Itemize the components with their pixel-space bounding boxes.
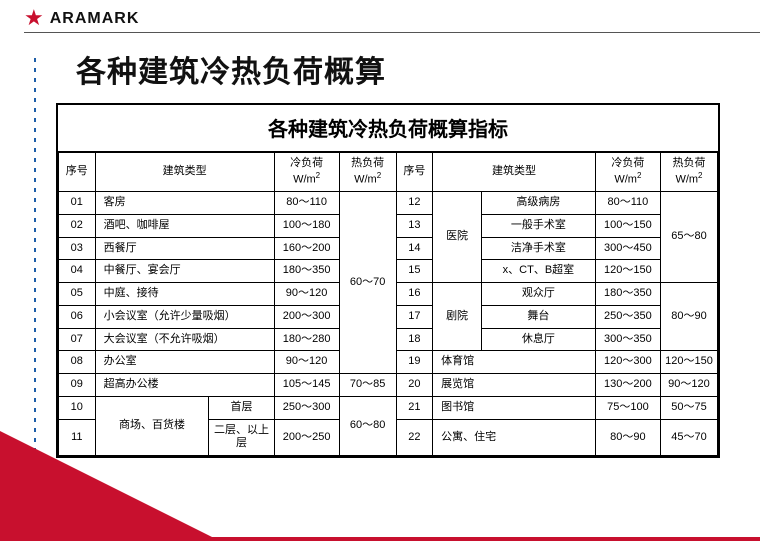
seq: 03 bbox=[59, 237, 96, 260]
cold: 80～90 bbox=[595, 419, 660, 456]
type-sub: 一般手术室 bbox=[481, 214, 595, 237]
seq: 05 bbox=[59, 283, 96, 306]
seq: 21 bbox=[396, 396, 433, 419]
cold: 90～120 bbox=[274, 351, 339, 374]
type-sub: 洁净手术室 bbox=[481, 237, 595, 260]
cold: 75～100 bbox=[595, 396, 660, 419]
hot: 60～70 bbox=[339, 192, 396, 374]
cold: 250～300 bbox=[274, 396, 339, 419]
cold: 105～145 bbox=[274, 374, 339, 397]
seq: 12 bbox=[396, 192, 433, 215]
header-row: 序号 建筑类型 冷负荷W/m2 热负荷W/m2 序号 建筑类型 冷负荷W/m2 … bbox=[59, 153, 718, 192]
type: 小会议室（允许少量吸烟） bbox=[95, 305, 274, 328]
hdr-type-l: 建筑类型 bbox=[95, 153, 274, 192]
hot: 65～80 bbox=[660, 192, 717, 283]
table-title: 各种建筑冷热负荷概算指标 bbox=[58, 105, 718, 152]
hdr-hot-l: 热负荷W/m2 bbox=[339, 153, 396, 192]
type-sub: 二层、以上层 bbox=[209, 419, 274, 456]
seq: 20 bbox=[396, 374, 433, 397]
seq: 01 bbox=[59, 192, 96, 215]
type: 超高办公楼 bbox=[95, 374, 274, 397]
table-row: 10商场、百货楼首层250～30060～8021图书馆75～10050～75 bbox=[59, 396, 718, 419]
type: 图书馆 bbox=[433, 396, 596, 419]
seq: 02 bbox=[59, 214, 96, 237]
seq: 04 bbox=[59, 260, 96, 283]
load-table-container: 各种建筑冷热负荷概算指标 序号 建筑类型 冷负荷W/m2 热负荷W/m2 序号 … bbox=[56, 103, 720, 458]
hdr-hot-r: 热负荷W/m2 bbox=[660, 153, 717, 192]
cold: 80～110 bbox=[595, 192, 660, 215]
type-sub: 休息厅 bbox=[481, 328, 595, 351]
seq: 17 bbox=[396, 305, 433, 328]
hdr-seq-r: 序号 bbox=[396, 153, 433, 192]
top-divider bbox=[24, 32, 760, 33]
bottom-bar bbox=[0, 537, 760, 541]
hot: 50～75 bbox=[660, 396, 717, 419]
page-title: 各种建筑冷热负荷概算 bbox=[76, 47, 760, 91]
seq: 14 bbox=[396, 237, 433, 260]
type-sub: 舞台 bbox=[481, 305, 595, 328]
type-sub: 高级病房 bbox=[481, 192, 595, 215]
cold: 100～180 bbox=[274, 214, 339, 237]
seq: 06 bbox=[59, 305, 96, 328]
cold: 200～300 bbox=[274, 305, 339, 328]
seq: 11 bbox=[59, 419, 96, 456]
seq: 18 bbox=[396, 328, 433, 351]
type: 大会议室（不允许吸烟） bbox=[95, 328, 274, 351]
hdr-type-r: 建筑类型 bbox=[433, 153, 596, 192]
seq: 13 bbox=[396, 214, 433, 237]
cold: 180～280 bbox=[274, 328, 339, 351]
cold: 80～110 bbox=[274, 192, 339, 215]
type: 办公室 bbox=[95, 351, 274, 374]
seq: 16 bbox=[396, 283, 433, 306]
cold: 90～120 bbox=[274, 283, 339, 306]
seq: 15 bbox=[396, 260, 433, 283]
cold: 250～350 bbox=[595, 305, 660, 328]
type: 体育馆 bbox=[433, 351, 596, 374]
brand-text: ARAMARK bbox=[50, 10, 140, 28]
seq: 10 bbox=[59, 396, 96, 419]
hdr-cold-l: 冷负荷W/m2 bbox=[274, 153, 339, 192]
type-sub: x、CT、B超室 bbox=[481, 260, 595, 283]
type: 公寓、住宅 bbox=[433, 419, 596, 456]
type-cat: 医院 bbox=[433, 192, 482, 283]
hot: 45～70 bbox=[660, 419, 717, 456]
load-table: 序号 建筑类型 冷负荷W/m2 热负荷W/m2 序号 建筑类型 冷负荷W/m2 … bbox=[58, 152, 718, 456]
seq: 19 bbox=[396, 351, 433, 374]
type: 展览馆 bbox=[433, 374, 596, 397]
cold: 130～200 bbox=[595, 374, 660, 397]
type-cat: 商场、百货楼 bbox=[95, 396, 209, 455]
hot: 80～90 bbox=[660, 283, 717, 351]
type: 中餐厅、宴会厅 bbox=[95, 260, 274, 283]
hot: 120～150 bbox=[660, 351, 717, 374]
cold: 300～450 bbox=[595, 237, 660, 260]
cold: 160～200 bbox=[274, 237, 339, 260]
logo: ★ ARAMARK bbox=[0, 0, 760, 32]
seq: 09 bbox=[59, 374, 96, 397]
type: 客房 bbox=[95, 192, 274, 215]
hdr-cold-r: 冷负荷W/m2 bbox=[595, 153, 660, 192]
cold: 180～350 bbox=[274, 260, 339, 283]
cold: 120～300 bbox=[595, 351, 660, 374]
seq: 22 bbox=[396, 419, 433, 456]
hot: 90～120 bbox=[660, 374, 717, 397]
table-row: 01客房80～11060～7012医院高级病房80～11065～80 bbox=[59, 192, 718, 215]
seq: 08 bbox=[59, 351, 96, 374]
type-cat: 剧院 bbox=[433, 283, 482, 351]
type: 酒吧、咖啡屋 bbox=[95, 214, 274, 237]
cold: 200～250 bbox=[274, 419, 339, 456]
hdr-seq-l: 序号 bbox=[59, 153, 96, 192]
type-sub: 首层 bbox=[209, 396, 274, 419]
type: 西餐厅 bbox=[95, 237, 274, 260]
type: 中庭、接待 bbox=[95, 283, 274, 306]
table-row: 09超高办公楼105～14570～8520展览馆130～20090～120 bbox=[59, 374, 718, 397]
seq: 07 bbox=[59, 328, 96, 351]
hot: 60～80 bbox=[339, 396, 396, 455]
star-icon: ★ bbox=[24, 7, 44, 29]
cold: 120～150 bbox=[595, 260, 660, 283]
hot: 70～85 bbox=[339, 374, 396, 397]
cold: 100～150 bbox=[595, 214, 660, 237]
cold: 180～350 bbox=[595, 283, 660, 306]
type-sub: 观众厅 bbox=[481, 283, 595, 306]
cold: 300～350 bbox=[595, 328, 660, 351]
